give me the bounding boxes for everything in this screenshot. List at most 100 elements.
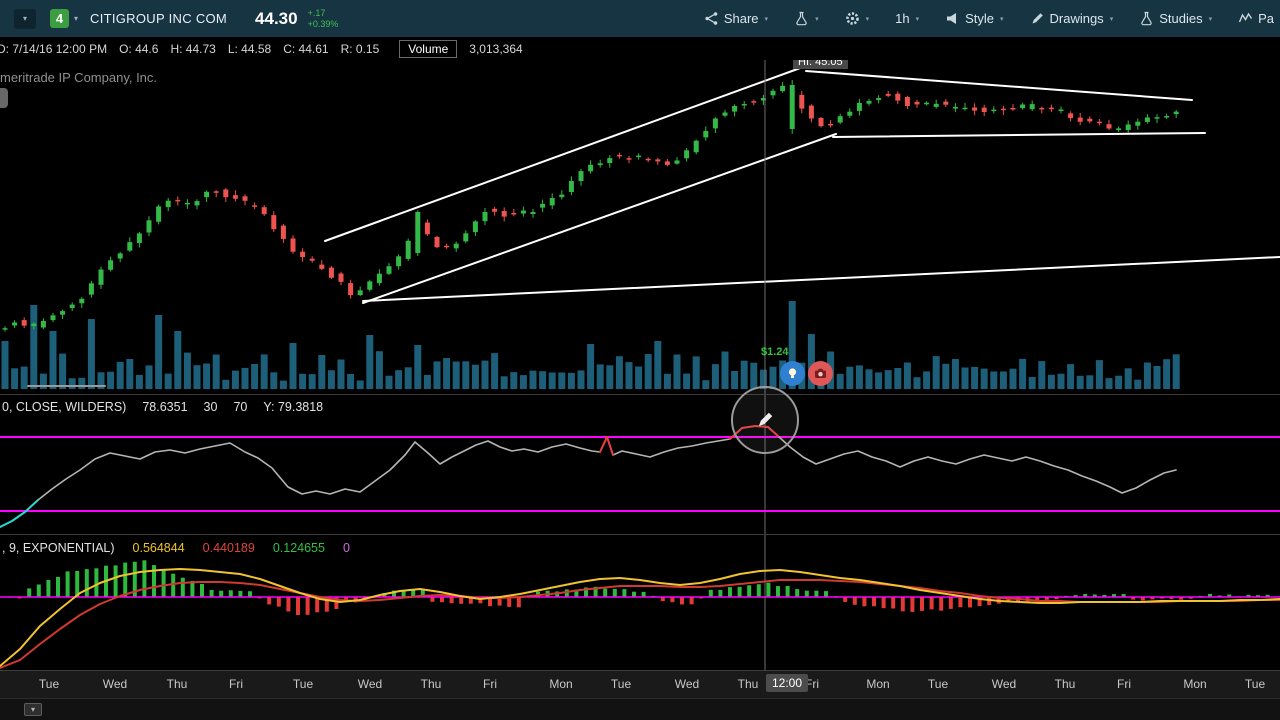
chevron-down-icon: ▾: [22, 14, 27, 23]
time-axis-label: Wed: [357, 677, 383, 691]
layout-selector[interactable]: ▾: [14, 8, 36, 29]
tdameritrade-watermark: meritrade IP Company, Inc.: [0, 70, 158, 85]
rsi-params: 0, CLOSE, WILDERS): [2, 400, 127, 414]
studies-label: Studies: [1159, 11, 1203, 26]
volume-readout-tag: $1.24: [761, 346, 789, 358]
bar-date: D: 7/14/16 12:00 PM: [0, 41, 108, 56]
chevron-down-icon: ▾: [865, 16, 870, 23]
timeframe-menu[interactable]: 1h ▾: [895, 11, 919, 26]
panel-expander-icon[interactable]: ▾: [24, 703, 42, 716]
time-axis-label: Thu: [166, 677, 188, 691]
volume-series: [1, 301, 1180, 389]
tests-menu[interactable]: ▾: [794, 11, 819, 26]
patterns-icon: [1238, 12, 1253, 23]
chevron-down-icon: ▾: [915, 16, 920, 23]
macd-study-label[interactable]: , 9, EXPONENTIAL) 0.564844 0.440189 0.12…: [0, 538, 1280, 558]
chevron-down-icon: ▾: [1109, 16, 1114, 23]
bar-high: H: 44.73: [170, 41, 216, 56]
left-edge-tab[interactable]: [0, 88, 8, 108]
share-icon: [705, 12, 718, 25]
time-axis-label: Fri: [805, 677, 819, 691]
share-menu[interactable]: Share ▾: [704, 11, 768, 26]
share-label: Share: [723, 11, 759, 26]
volume-value: 3,013,364: [469, 41, 523, 56]
pencil-cursor-icon: [758, 412, 773, 427]
gear-icon: [845, 12, 859, 25]
time-axis-label: Mon: [1183, 677, 1207, 691]
rsi-overbought-level: 70: [233, 400, 248, 414]
patterns-menu[interactable]: Pa: [1238, 11, 1274, 26]
crosshair-time-label: 12:00: [766, 674, 809, 692]
rsi-study-label[interactable]: 0, CLOSE, WILDERS) 78.6351 30 70 Y: 79.3…: [0, 397, 1280, 417]
panel-divider: [0, 534, 1280, 535]
bottom-bar: ▾: [0, 698, 1280, 720]
camera-glyph: [815, 368, 826, 378]
bar-range: R: 0.15: [340, 41, 380, 56]
flask-icon: [796, 11, 807, 26]
change-percent: +0.39%: [307, 18, 339, 29]
symbol-dropdown-caret[interactable]: ▾: [74, 14, 79, 23]
macd-diff-value: 0.124655: [272, 541, 325, 555]
toolbar-menus: Share ▾ ▾ ▾ 1h ▾: [704, 11, 1274, 26]
chevron-down-icon: ▾: [999, 16, 1004, 23]
volume-toggle-button[interactable]: Volume: [399, 39, 458, 58]
time-axis-label: Wed: [674, 677, 700, 691]
time-axis-label: Mon: [866, 677, 890, 691]
price-change: +.17 +0.39%: [308, 8, 339, 30]
rsi-crosshair-readout: Y: 79.3818: [263, 400, 324, 414]
idea-bulb-icon[interactable]: [780, 361, 805, 386]
rsi-study: [0, 425, 1280, 528]
lightbulb-glyph: [788, 368, 797, 378]
last-price: 44.30: [255, 8, 298, 28]
time-axis-label: Thu: [1054, 677, 1076, 691]
chevron-down-icon: ▾: [1208, 16, 1213, 23]
panel-divider: [0, 394, 1280, 395]
time-axis-label: Thu: [420, 677, 442, 691]
time-axis-label: Fri: [229, 677, 243, 691]
drawings-label: Drawings: [1049, 11, 1104, 26]
watchlist-badge[interactable]: 4: [50, 9, 69, 28]
time-axis-label: Tue: [610, 677, 632, 691]
change-value: +.17: [307, 7, 326, 18]
pencil-icon: [1032, 13, 1043, 24]
macd-params: , 9, EXPONENTIAL): [2, 541, 115, 555]
macd-value: 0.564844: [132, 541, 185, 555]
macd-avg-value: 0.440189: [202, 541, 255, 555]
macd-zero-value: 0: [342, 541, 350, 555]
time-axis[interactable]: Tue Wed Thu Fri Tue Wed Thu Fri Mon Tue Wed Thu Fri M…: [0, 670, 1280, 698]
bar-open: O: 44.6: [119, 41, 159, 56]
studies-menu[interactable]: Studies ▾: [1139, 11, 1212, 26]
studies-flask-icon: [1141, 11, 1152, 26]
bar-close: C: 44.61: [283, 41, 329, 56]
style-menu[interactable]: Style ▾: [945, 11, 1004, 26]
macd-study: [0, 560, 1280, 669]
style-icon: [947, 13, 957, 24]
time-axis-label: Tue: [927, 677, 949, 691]
ohlc-readout-bar: D: 7/14/16 12:00 PM O: 44.6 H: 44.73 L: …: [0, 37, 1280, 60]
time-axis-label: Mon: [549, 677, 573, 691]
time-axis-label: Tue: [292, 677, 314, 691]
patterns-label: Pa: [1258, 11, 1274, 26]
style-label: Style: [965, 11, 994, 26]
rsi-value: 78.6351: [142, 400, 188, 414]
time-axis-label: Wed: [102, 677, 128, 691]
time-axis-label: Fri: [483, 677, 497, 691]
camera-icon[interactable]: [808, 361, 833, 386]
symbol-name[interactable]: CITIGROUP INC COM: [90, 11, 228, 26]
trendlines: [27, 66, 1280, 387]
drawing-cursor: [731, 386, 799, 454]
bar-low: L: 44.58: [227, 41, 272, 56]
drawings-menu[interactable]: Drawings ▾: [1030, 11, 1114, 26]
chevron-down-icon: ▾: [815, 16, 819, 23]
time-axis-label: Tue: [38, 677, 60, 691]
candlestick-series: [2, 80, 1179, 332]
time-axis-label: Wed: [991, 677, 1017, 691]
top-toolbar: ▾ 4 ▾ CITIGROUP INC COM 44.30 +.17 +0.39…: [0, 0, 1280, 37]
settings-menu[interactable]: ▾: [845, 11, 870, 26]
rsi-oversold-level: 30: [203, 400, 218, 414]
time-axis-label: Tue: [1244, 677, 1266, 691]
time-axis-label: Thu: [737, 677, 759, 691]
chevron-down-icon: ▾: [764, 16, 769, 23]
